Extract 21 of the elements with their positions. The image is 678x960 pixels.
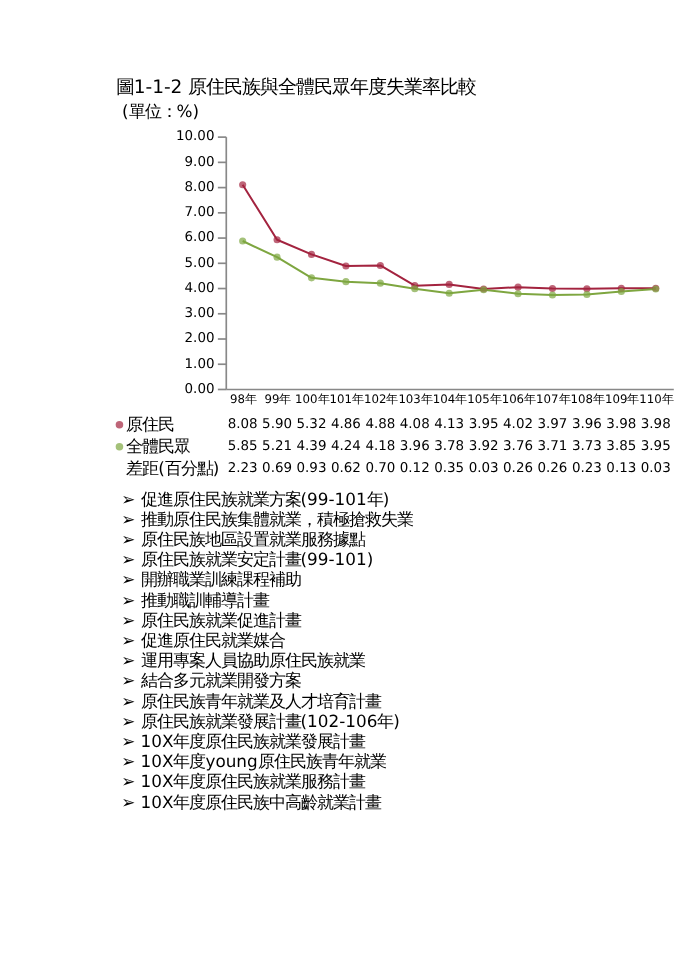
text: ➢ 10X年度原住民族就業服務計畫 — [121, 771, 366, 792]
text: ➢ 10X年度原住民族就業發展計畫 — [121, 730, 366, 751]
text: 差距(百分點) — [126, 457, 220, 478]
y-axis-title: (單位：%) — [121, 100, 200, 121]
text: ➢ 原住民族地區設置就業服務據點 — [121, 529, 365, 550]
text: ➢ 10X年度原住民族中高齡就業計畫 — [121, 791, 382, 812]
text: ➢ 運用專案人員協助原住民族就業 — [121, 650, 365, 671]
text: ➢ 推動原住民族集體就業，積極搶救失業 — [121, 508, 413, 529]
text: ➢ 原住民族就業安定計畫(99-101) — [121, 549, 374, 570]
text: ➢ 結合多元就業開發方案 — [121, 670, 301, 691]
text: ➢ 促進原住民就業媒合 — [121, 630, 285, 651]
text: ➢ 原住民族青年就業及人才培育計畫 — [121, 690, 381, 711]
legend-label: 原住民 — [126, 413, 175, 434]
legend-label: 全體民眾 — [126, 435, 191, 456]
text: ➢ 促進原住民族就業方案(99-101年) — [121, 488, 390, 509]
text: ➢ 開辦職業訓練課程補助 — [121, 569, 301, 590]
text: ➢ 10X年度young原住民族青年就業 — [121, 751, 386, 772]
text: ➢ 原住民族就業促進計畫 — [121, 609, 301, 630]
text: ➢ 推動職訓輔導計畫 — [121, 589, 269, 610]
chart-title: 圖1-1-2 原住民族與全體民眾年度失業率比較 — [115, 76, 477, 99]
text: ➢ 原住民族就業發展計畫(102-106年) — [121, 710, 400, 731]
